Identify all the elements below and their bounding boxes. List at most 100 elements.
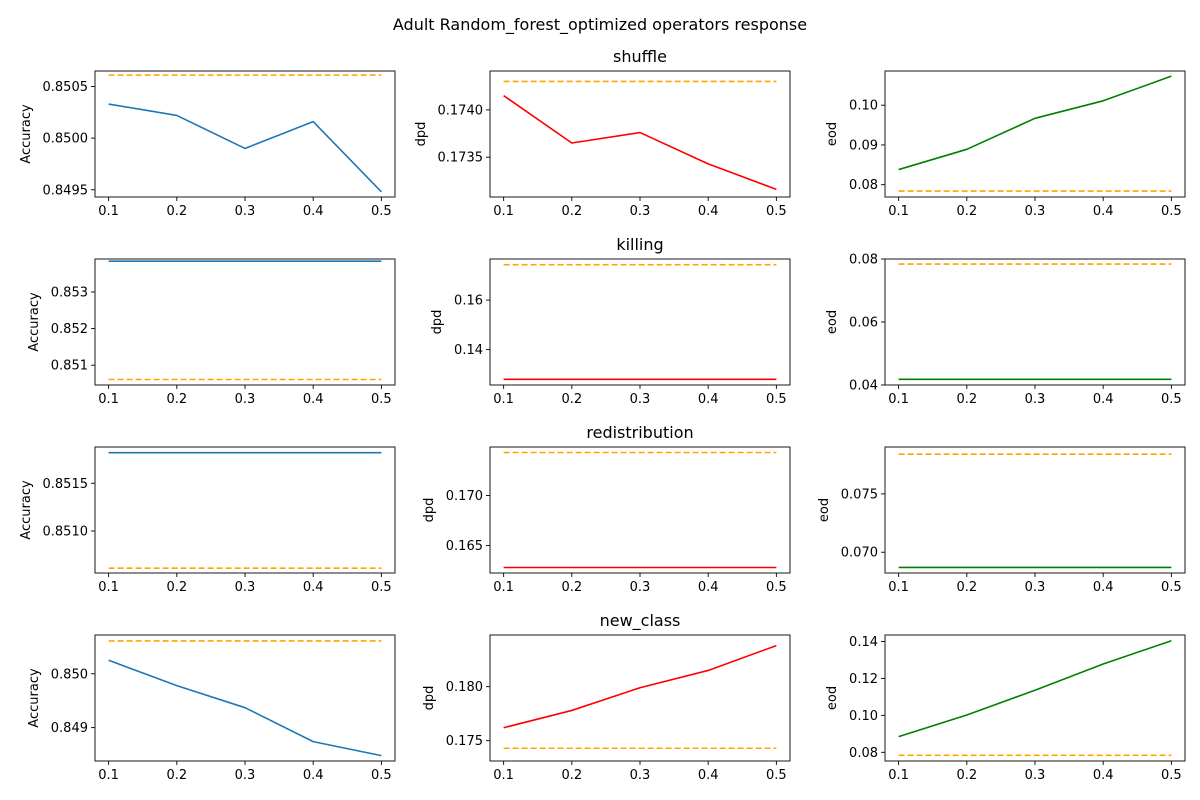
axes-frame <box>489 258 791 386</box>
y-axis-label: dpd <box>414 122 429 147</box>
x-tick-label: 0.4 <box>698 392 719 407</box>
x-tick-label: 0.2 <box>166 768 187 783</box>
x-tick-label: 0.2 <box>166 204 187 219</box>
x-tick-label: 0.3 <box>630 768 651 783</box>
y-tick-label: 0.849 <box>51 721 88 736</box>
x-tick-label: 0.4 <box>698 204 719 219</box>
y-axis-label: dpd <box>422 498 437 523</box>
axes-frame <box>884 446 1186 574</box>
x-tick-label: 0.5 <box>766 392 787 407</box>
axes-frame <box>489 446 791 574</box>
axes-frame <box>489 634 791 762</box>
axes-frame <box>94 446 396 574</box>
y-tick-label: 0.180 <box>446 680 483 695</box>
y-tick-label: 0.1735 <box>438 151 484 166</box>
subplot-title: killing <box>616 235 663 254</box>
subplot-redistribution-dpd: 0.1 0.2 0.3 0.4 0.5 0.165 0.170 dpd redistributi… <box>422 423 791 595</box>
y-tick-label: 0.09 <box>849 138 878 153</box>
y-tick-label: 0.8515 <box>43 477 89 492</box>
x-tick-label: 0.2 <box>561 204 582 219</box>
x-tick-label: 0.2 <box>561 580 582 595</box>
x-tick-label: 0.1 <box>98 204 119 219</box>
axes-frame <box>94 70 396 198</box>
x-tick-label: 0.1 <box>493 768 514 783</box>
x-tick-label: 0.5 <box>371 580 392 595</box>
y-tick-label: 0.12 <box>849 672 878 687</box>
x-tick-label: 0.4 <box>698 580 719 595</box>
y-tick-label: 0.08 <box>849 178 878 193</box>
subplot-new_class-accuracy: 0.1 0.2 0.3 0.4 0.5 0.849 0.850 Accuracy <box>27 634 396 783</box>
x-tick-label: 0.2 <box>166 392 187 407</box>
y-tick-label: 0.8500 <box>43 132 89 147</box>
subplot-title: shuffle <box>613 47 667 66</box>
subplot-shuffle-eod: 0.1 0.2 0.3 0.4 0.5 0.08 0.09 0.10 eod <box>825 70 1186 219</box>
subplot-shuffle-dpd: 0.1 0.2 0.3 0.4 0.5 0.1735 0.1740 dpd shuffle <box>414 47 791 219</box>
x-tick-label: 0.5 <box>1161 392 1182 407</box>
y-tick-label: 0.14 <box>849 635 878 650</box>
x-tick-label: 0.2 <box>166 580 187 595</box>
y-tick-label: 0.14 <box>454 343 483 358</box>
y-tick-label: 0.8505 <box>43 80 89 95</box>
axes-frame <box>884 70 1186 198</box>
x-tick-label: 0.3 <box>1025 204 1046 219</box>
y-tick-label: 0.8510 <box>43 525 89 540</box>
subplot-killing-eod: 0.1 0.2 0.3 0.4 0.5 0.04 0.06 0.08 eod <box>825 253 1186 407</box>
y-tick-label: 0.165 <box>446 539 483 554</box>
x-tick-label: 0.5 <box>371 768 392 783</box>
x-tick-label: 0.4 <box>698 768 719 783</box>
x-tick-label: 0.1 <box>493 392 514 407</box>
y-axis-label: Accuracy <box>19 104 34 164</box>
metric-line <box>503 644 777 729</box>
metric-line <box>898 639 1172 738</box>
y-axis-label: eod <box>817 498 832 522</box>
subplot-title: new_class <box>600 611 681 631</box>
chart-grid: 0.1 0.2 0.3 0.4 0.5 0.8495 0.8500 0.8505 Accurac… <box>19 47 1186 783</box>
subplot-shuffle-accuracy: 0.1 0.2 0.3 0.4 0.5 0.8495 0.8500 0.8505 Accurac… <box>19 70 396 219</box>
y-tick-label: 0.08 <box>849 253 878 268</box>
figure-title: Adult Random_forest_optimized operators … <box>393 15 807 35</box>
x-tick-label: 0.5 <box>766 768 787 783</box>
x-tick-label: 0.1 <box>98 768 119 783</box>
x-tick-label: 0.3 <box>235 392 256 407</box>
axes-frame <box>884 258 1186 386</box>
x-tick-label: 0.5 <box>1161 768 1182 783</box>
y-tick-label: 0.070 <box>841 546 878 561</box>
metric-line <box>108 103 382 193</box>
x-tick-label: 0.4 <box>303 392 324 407</box>
x-tick-label: 0.3 <box>235 580 256 595</box>
x-tick-label: 0.1 <box>493 580 514 595</box>
y-tick-label: 0.16 <box>454 294 483 309</box>
y-axis-label: Accuracy <box>27 668 42 728</box>
y-tick-label: 0.853 <box>51 285 88 300</box>
axes-frame <box>884 634 1186 762</box>
y-tick-label: 0.06 <box>849 316 878 331</box>
metric-line <box>108 659 382 757</box>
x-tick-label: 0.2 <box>561 392 582 407</box>
subplot-title: redistribution <box>586 423 693 442</box>
y-axis-label: eod <box>825 122 840 146</box>
y-axis-label: dpd <box>430 310 445 335</box>
x-tick-label: 0.1 <box>98 392 119 407</box>
y-tick-label: 0.175 <box>446 734 483 749</box>
y-tick-label: 0.08 <box>849 746 878 761</box>
x-tick-label: 0.4 <box>303 580 324 595</box>
x-tick-label: 0.2 <box>561 768 582 783</box>
subplot-killing-dpd: 0.1 0.2 0.3 0.4 0.5 0.14 0.16 dpd killing <box>430 235 791 407</box>
x-tick-label: 0.3 <box>1025 580 1046 595</box>
x-tick-label: 0.1 <box>493 204 514 219</box>
x-tick-label: 0.3 <box>630 392 651 407</box>
axes-frame <box>94 258 396 386</box>
x-tick-label: 0.2 <box>956 580 977 595</box>
subplot-redistribution-eod: 0.1 0.2 0.3 0.4 0.5 0.070 0.075 eod <box>817 446 1186 595</box>
x-tick-label: 0.1 <box>98 580 119 595</box>
x-tick-label: 0.1 <box>888 392 909 407</box>
subplot-killing-accuracy: 0.1 0.2 0.3 0.4 0.5 0.851 0.852 0.853 Accuracy <box>27 258 396 407</box>
x-tick-label: 0.3 <box>1025 768 1046 783</box>
y-axis-label: Accuracy <box>27 292 42 352</box>
x-tick-label: 0.4 <box>1093 204 1114 219</box>
metric-line <box>503 94 777 191</box>
subplot-new_class-eod: 0.1 0.2 0.3 0.4 0.5 0.08 0.10 0.12 0.14 eod <box>825 634 1186 783</box>
y-tick-label: 0.850 <box>51 667 88 682</box>
x-tick-label: 0.4 <box>303 204 324 219</box>
x-tick-label: 0.5 <box>371 392 392 407</box>
